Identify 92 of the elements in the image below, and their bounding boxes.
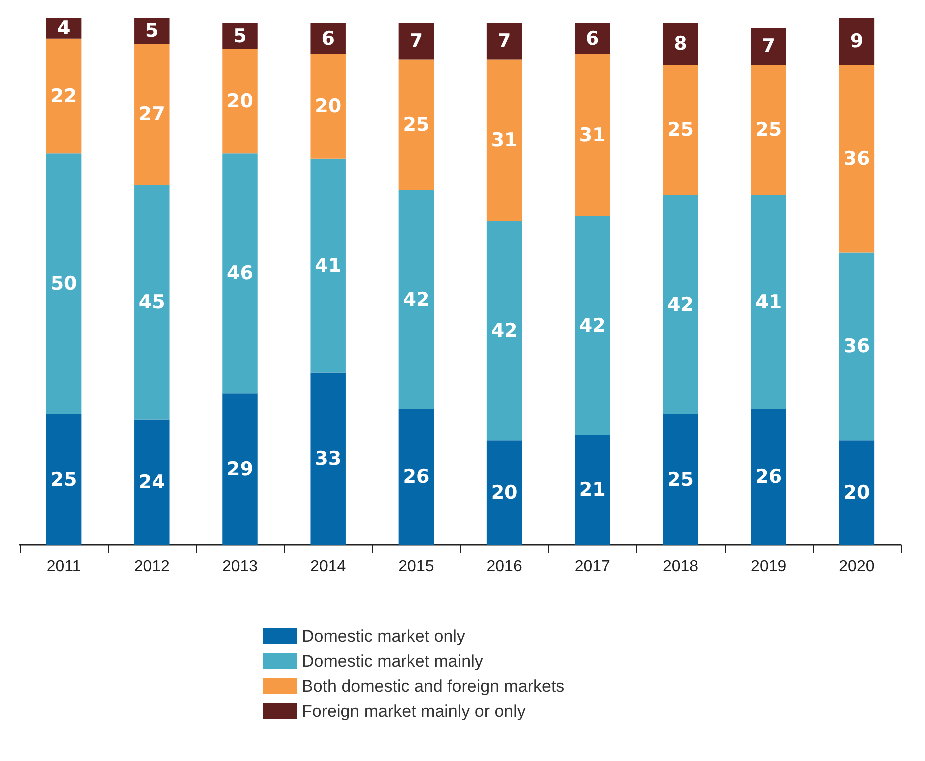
bar <box>398 409 434 545</box>
data-label: 25 <box>668 468 694 491</box>
bar <box>222 394 258 545</box>
bar <box>398 23 434 60</box>
bar <box>575 54 610 216</box>
data-label: 20 <box>315 96 342 118</box>
bar <box>663 195 698 415</box>
data-label: 36 <box>844 148 870 170</box>
data-label: 42 <box>403 288 430 311</box>
bar <box>839 252 875 441</box>
bar <box>46 154 82 415</box>
bar <box>839 18 875 65</box>
data-label: 4 <box>57 17 71 40</box>
x-tick-label: 2014 <box>310 558 346 576</box>
bar <box>575 435 610 545</box>
x-tick-label: 2011 <box>46 558 82 576</box>
x-tick-label: 2020 <box>839 558 875 576</box>
bar <box>222 49 258 154</box>
data-label: 25 <box>403 114 430 136</box>
bar <box>222 154 258 394</box>
bar <box>751 28 786 65</box>
bar <box>663 23 698 65</box>
legend-label: Domestic market mainly <box>302 652 484 671</box>
bar <box>751 195 786 410</box>
bar <box>310 372 346 545</box>
x-tick-label: 2015 <box>398 558 434 576</box>
data-label: 9 <box>850 30 864 52</box>
bar <box>310 54 346 159</box>
legend-label: Both domestic and foreign markets <box>302 677 565 696</box>
data-label: 25 <box>50 468 78 491</box>
data-label: 21 <box>579 479 606 502</box>
bar <box>751 409 786 545</box>
data-label: 26 <box>403 466 430 488</box>
data-label: 20 <box>491 482 518 504</box>
x-tick-label: 2012 <box>134 558 170 576</box>
data-label: 42 <box>668 294 694 316</box>
data-label: 42 <box>579 314 606 337</box>
bar <box>222 23 258 50</box>
data-label: 20 <box>844 482 870 504</box>
bar <box>663 64 698 196</box>
bar <box>575 23 610 55</box>
data-label: 36 <box>844 336 870 358</box>
data-label: 5 <box>146 20 159 42</box>
bar <box>839 440 875 545</box>
data-label: 7 <box>762 36 776 58</box>
bar <box>663 414 698 545</box>
bar <box>134 420 170 545</box>
data-label: 50 <box>50 273 78 296</box>
data-label: 31 <box>491 130 518 152</box>
data-label: 46 <box>227 262 254 285</box>
bar <box>486 440 522 545</box>
data-label: 41 <box>756 291 782 314</box>
data-label: 8 <box>674 33 688 56</box>
bar <box>134 44 170 185</box>
legend-label: Foreign market mainly or only <box>302 702 526 721</box>
bar <box>310 23 346 55</box>
x-tick-label: 2017 <box>574 558 611 576</box>
data-label: 42 <box>491 320 518 342</box>
data-label: 29 <box>227 458 254 480</box>
data-label: 7 <box>498 30 512 52</box>
bar <box>398 190 434 410</box>
data-label: 45 <box>138 291 166 314</box>
data-label: 25 <box>668 119 694 142</box>
data-label: 27 <box>138 104 166 126</box>
bar <box>751 64 786 196</box>
bar <box>134 184 170 420</box>
bar <box>310 158 346 373</box>
bar <box>486 60 522 222</box>
data-label: 5 <box>234 25 247 48</box>
legend-label: Domestic market only <box>302 627 466 646</box>
bar <box>575 216 610 436</box>
x-tick-label: 2018 <box>662 558 699 576</box>
data-label: 41 <box>315 254 342 277</box>
data-label: 7 <box>410 30 424 52</box>
data-label: 26 <box>756 466 782 488</box>
bar <box>46 38 82 154</box>
x-tick-label: 2013 <box>222 558 258 576</box>
data-label: 6 <box>322 28 335 50</box>
bar <box>486 23 522 60</box>
data-label: 6 <box>586 28 600 50</box>
bar <box>486 221 522 441</box>
data-label: 22 <box>50 85 78 108</box>
data-label: 31 <box>579 124 606 146</box>
bar <box>46 414 82 545</box>
x-tick-label: 2019 <box>751 558 787 576</box>
x-tick-label: 2016 <box>486 558 522 576</box>
data-label: 20 <box>227 90 254 112</box>
bar <box>398 60 434 190</box>
data-label: 25 <box>756 119 782 142</box>
data-label: 33 <box>315 448 342 470</box>
bar <box>839 64 875 253</box>
data-label: 24 <box>138 471 166 494</box>
